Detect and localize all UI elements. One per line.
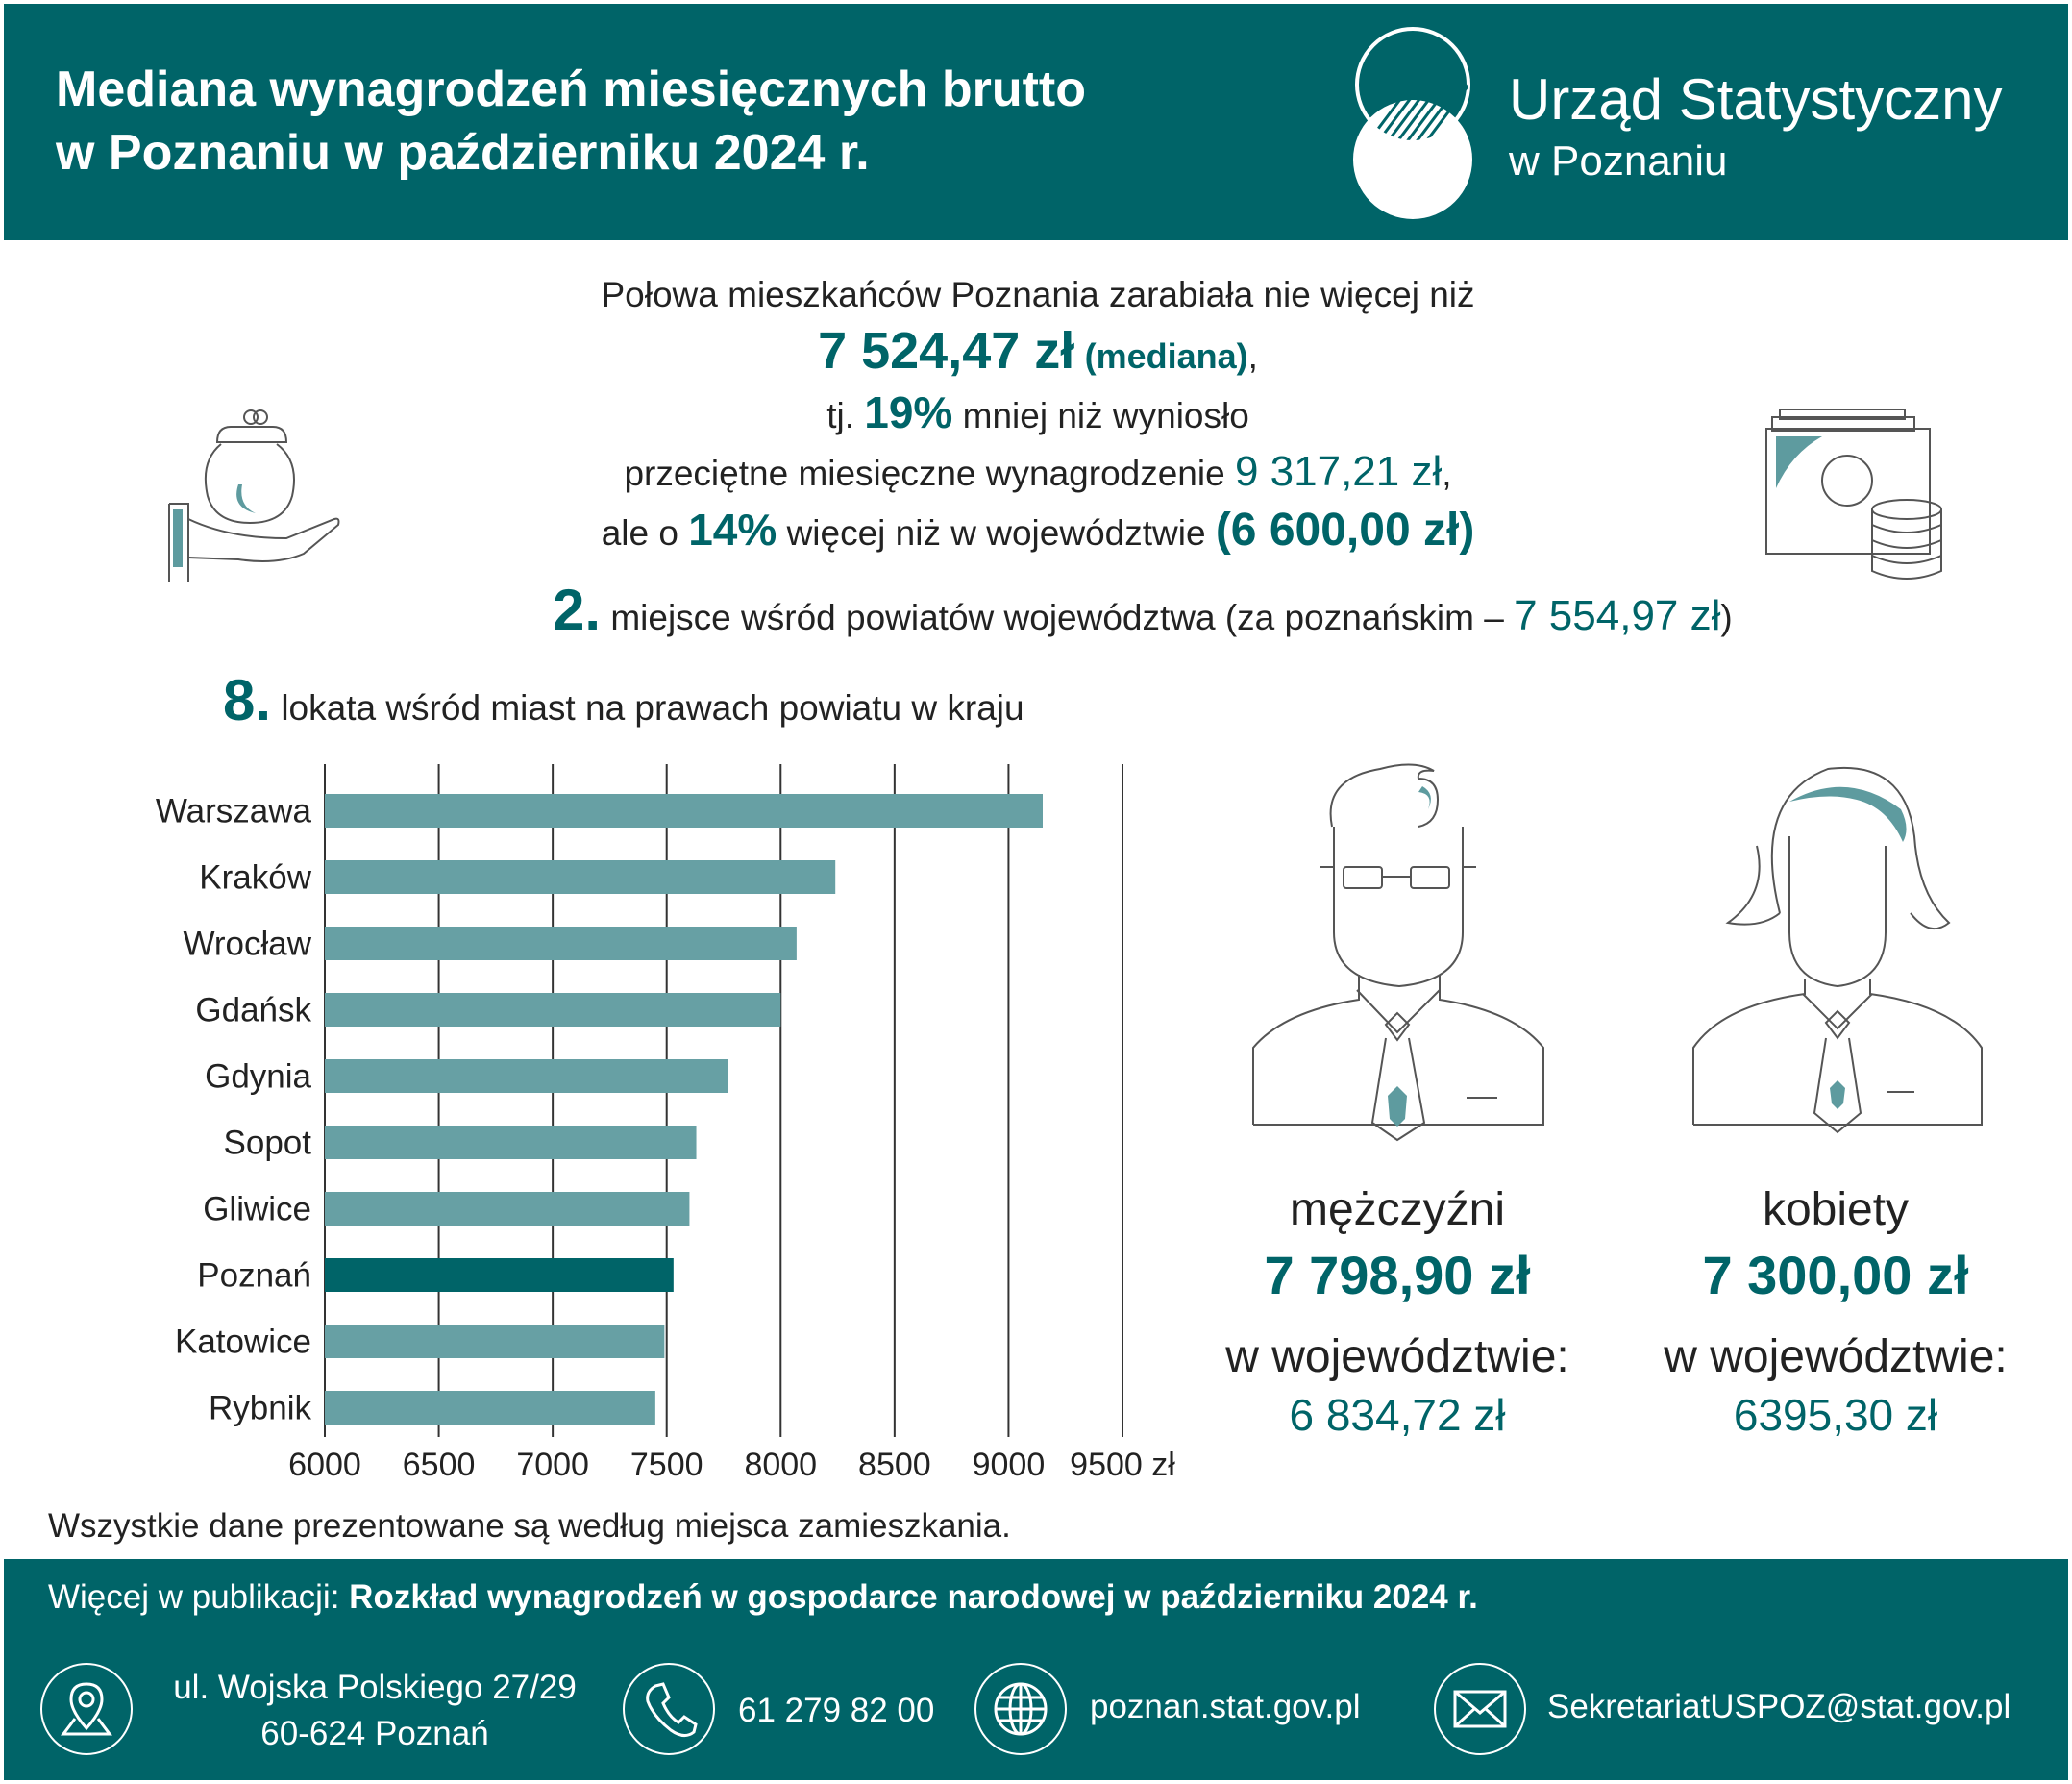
category-label-1: Kraków [199,859,311,897]
county-rank-number: 2. [553,578,602,642]
category-label-0: Warszawa [156,793,312,830]
women-stats: kobiety 7 300,00 zł w województwie: 6395… [1636,1178,2035,1442]
intro-line-4-pre: przeciętne miesięczne wynagrodzenie [624,454,1225,493]
median-comma: , [1247,336,1258,376]
publication-reference: Więcej w publikacji: Rozkład wynagrodzeń… [48,1578,1478,1617]
county-rank-close: ) [1720,598,1733,637]
office-name-line-2: w Poznaniu [1509,137,1728,185]
purse-in-hand-icon [168,409,340,582]
median-value: 7 524,47 zł [818,322,1075,380]
category-label-9: Rybnik [209,1390,311,1427]
intro-line-4: przeciętne miesięczne wynagrodzenie 9 31… [432,444,1643,502]
woman-figure-icon [1692,766,1983,1134]
bar-4 [325,1059,728,1093]
phone-icon [623,1663,715,1755]
publication-title[interactable]: Rozkład wynagrodzeń w gospodarce narodow… [349,1578,1478,1616]
bar-3 [325,993,781,1027]
intro-line-3: tj. 19% mniej niż wyniosło [432,384,1643,444]
category-label-2: Wrocław [183,926,311,963]
address: ul. Wojska Polskiego 27/29 60-624 Poznań [154,1665,596,1757]
office-name-line-1: Urząd Statystyczny [1509,67,2003,132]
website-link[interactable]: poznan.stat.gov.pl [1090,1688,1361,1725]
x-tick-label-3: 7500 [630,1447,703,1483]
intro-line-4-comma: , [1442,454,1452,493]
x-tick-label-7: 9500 zł [1070,1447,1175,1483]
women-label: kobiety [1762,1184,1910,1235]
location-icon [40,1663,133,1755]
city-rank: 8. lokata wśród miast na prawach powiatu… [223,667,1024,733]
bar-8 [325,1325,665,1358]
category-label-4: Gdynia [205,1058,311,1096]
office-logo-icon [1353,27,1472,219]
intro-line-5-post: więcej niż w województwie [786,513,1206,553]
intro-line-1: Połowa mieszkańców Poznania zarabiała ni… [601,275,1475,314]
men-voivodeship-label: w województwie: [1225,1331,1569,1382]
median-label: (mediana) [1084,336,1248,376]
footer-banner: Więcej w publikacji: Rozkład wynagrodzeń… [4,1559,2068,1780]
men-value: 7 798,90 zł [1264,1245,1531,1305]
money-and-coins-icon [1765,409,1942,580]
women-voivodeship-value: 6395,30 zł [1733,1390,1938,1440]
x-tick-label-1: 6500 [403,1447,476,1483]
x-tick-label-2: 7000 [516,1447,589,1483]
women-value: 7 300,00 zł [1702,1245,1969,1305]
city-median-bar-chart: 6000 6500 7000 7500 8000 8500 9000 9500 zł Warsz… [156,764,1175,1483]
x-tick-label-5: 8500 [858,1447,931,1483]
category-label-5: Sopot [224,1125,312,1162]
bar-7 [325,1258,674,1292]
voivodeship-median-value: (6 600,00 zł) [1215,505,1475,556]
city-rank-number: 8. [223,668,272,732]
intro-summary: Połowa mieszkańców Poznania zarabiała ni… [432,267,1643,561]
men-stats: mężczyźni 7 798,90 zł w województwie: 6 … [1197,1178,1597,1442]
pct-less-than-average: 19% [864,387,953,437]
office-name: Urząd Statystyczny w Poznaniu [1509,65,2003,188]
intro-line-2: 7 524,47 zł (mediana), [432,323,1643,384]
phone-number[interactable]: 61 279 82 00 [738,1692,935,1729]
county-rank-value: 7 554,97 zł [1514,592,1721,639]
address-line-1: ul. Wojska Polskiego 27/29 [173,1669,577,1706]
intro-line-5: ale o 14% więcej niż w województwie (6 6… [432,502,1643,561]
title-line-1: Mediana wynagrodzeń miesięcznych brutto [56,62,1086,117]
bar-5 [325,1126,697,1159]
bar-9 [325,1391,655,1425]
bar-0 [325,794,1043,828]
email-link[interactable]: SekretariatUSPOZ@stat.gov.pl [1547,1688,2011,1725]
category-label-8: Katowice [175,1324,311,1361]
men-label: mężczyźni [1289,1184,1506,1235]
publication-label: Więcej w publikacji: [48,1578,340,1616]
category-label-7: Poznań [197,1257,311,1295]
city-rank-text: lokata wśród miast na prawach powiatu w … [281,688,1024,728]
bar-6 [325,1192,690,1226]
x-tick-label-6: 9000 [973,1447,1046,1483]
county-rank: 2. miejsce wśród powiatów województwa (z… [553,577,1733,643]
envelope-icon [1434,1663,1526,1755]
x-tick-label-4: 8000 [744,1447,817,1483]
pct-more-than-voivodeship: 14% [688,505,777,555]
intro-line-3-post: mniej niż wyniosło [962,396,1249,435]
bar-1 [325,860,836,894]
title-line-2: w Poznaniu w październiku 2024 r. [56,125,870,181]
address-line-2: 60-624 Poznań [260,1715,489,1752]
header-banner: Mediana wynagrodzeń miesięcznych brutto … [4,4,2068,240]
x-tick-label-0: 6000 [288,1447,361,1483]
women-voivodeship-label: w województwie: [1664,1331,2008,1382]
category-label-3: Gdańsk [195,992,311,1029]
page-title: Mediana wynagrodzeń miesięcznych brutto … [56,58,1305,185]
bar-2 [325,927,797,960]
globe-icon [974,1663,1067,1755]
county-rank-text: miejsce wśród powiatów województwa (za p… [610,598,1504,637]
intro-line-5-pre: ale o [601,513,678,553]
average-wage-value: 9 317,21 zł [1234,448,1443,495]
men-voivodeship-value: 6 834,72 zł [1289,1390,1506,1440]
man-figure-icon [1252,763,1544,1142]
data-note: Wszystkie dane prezentowane są według mi… [48,1507,1011,1545]
category-label-6: Gliwice [203,1191,311,1228]
intro-line-3-pre: tj. [826,396,854,435]
